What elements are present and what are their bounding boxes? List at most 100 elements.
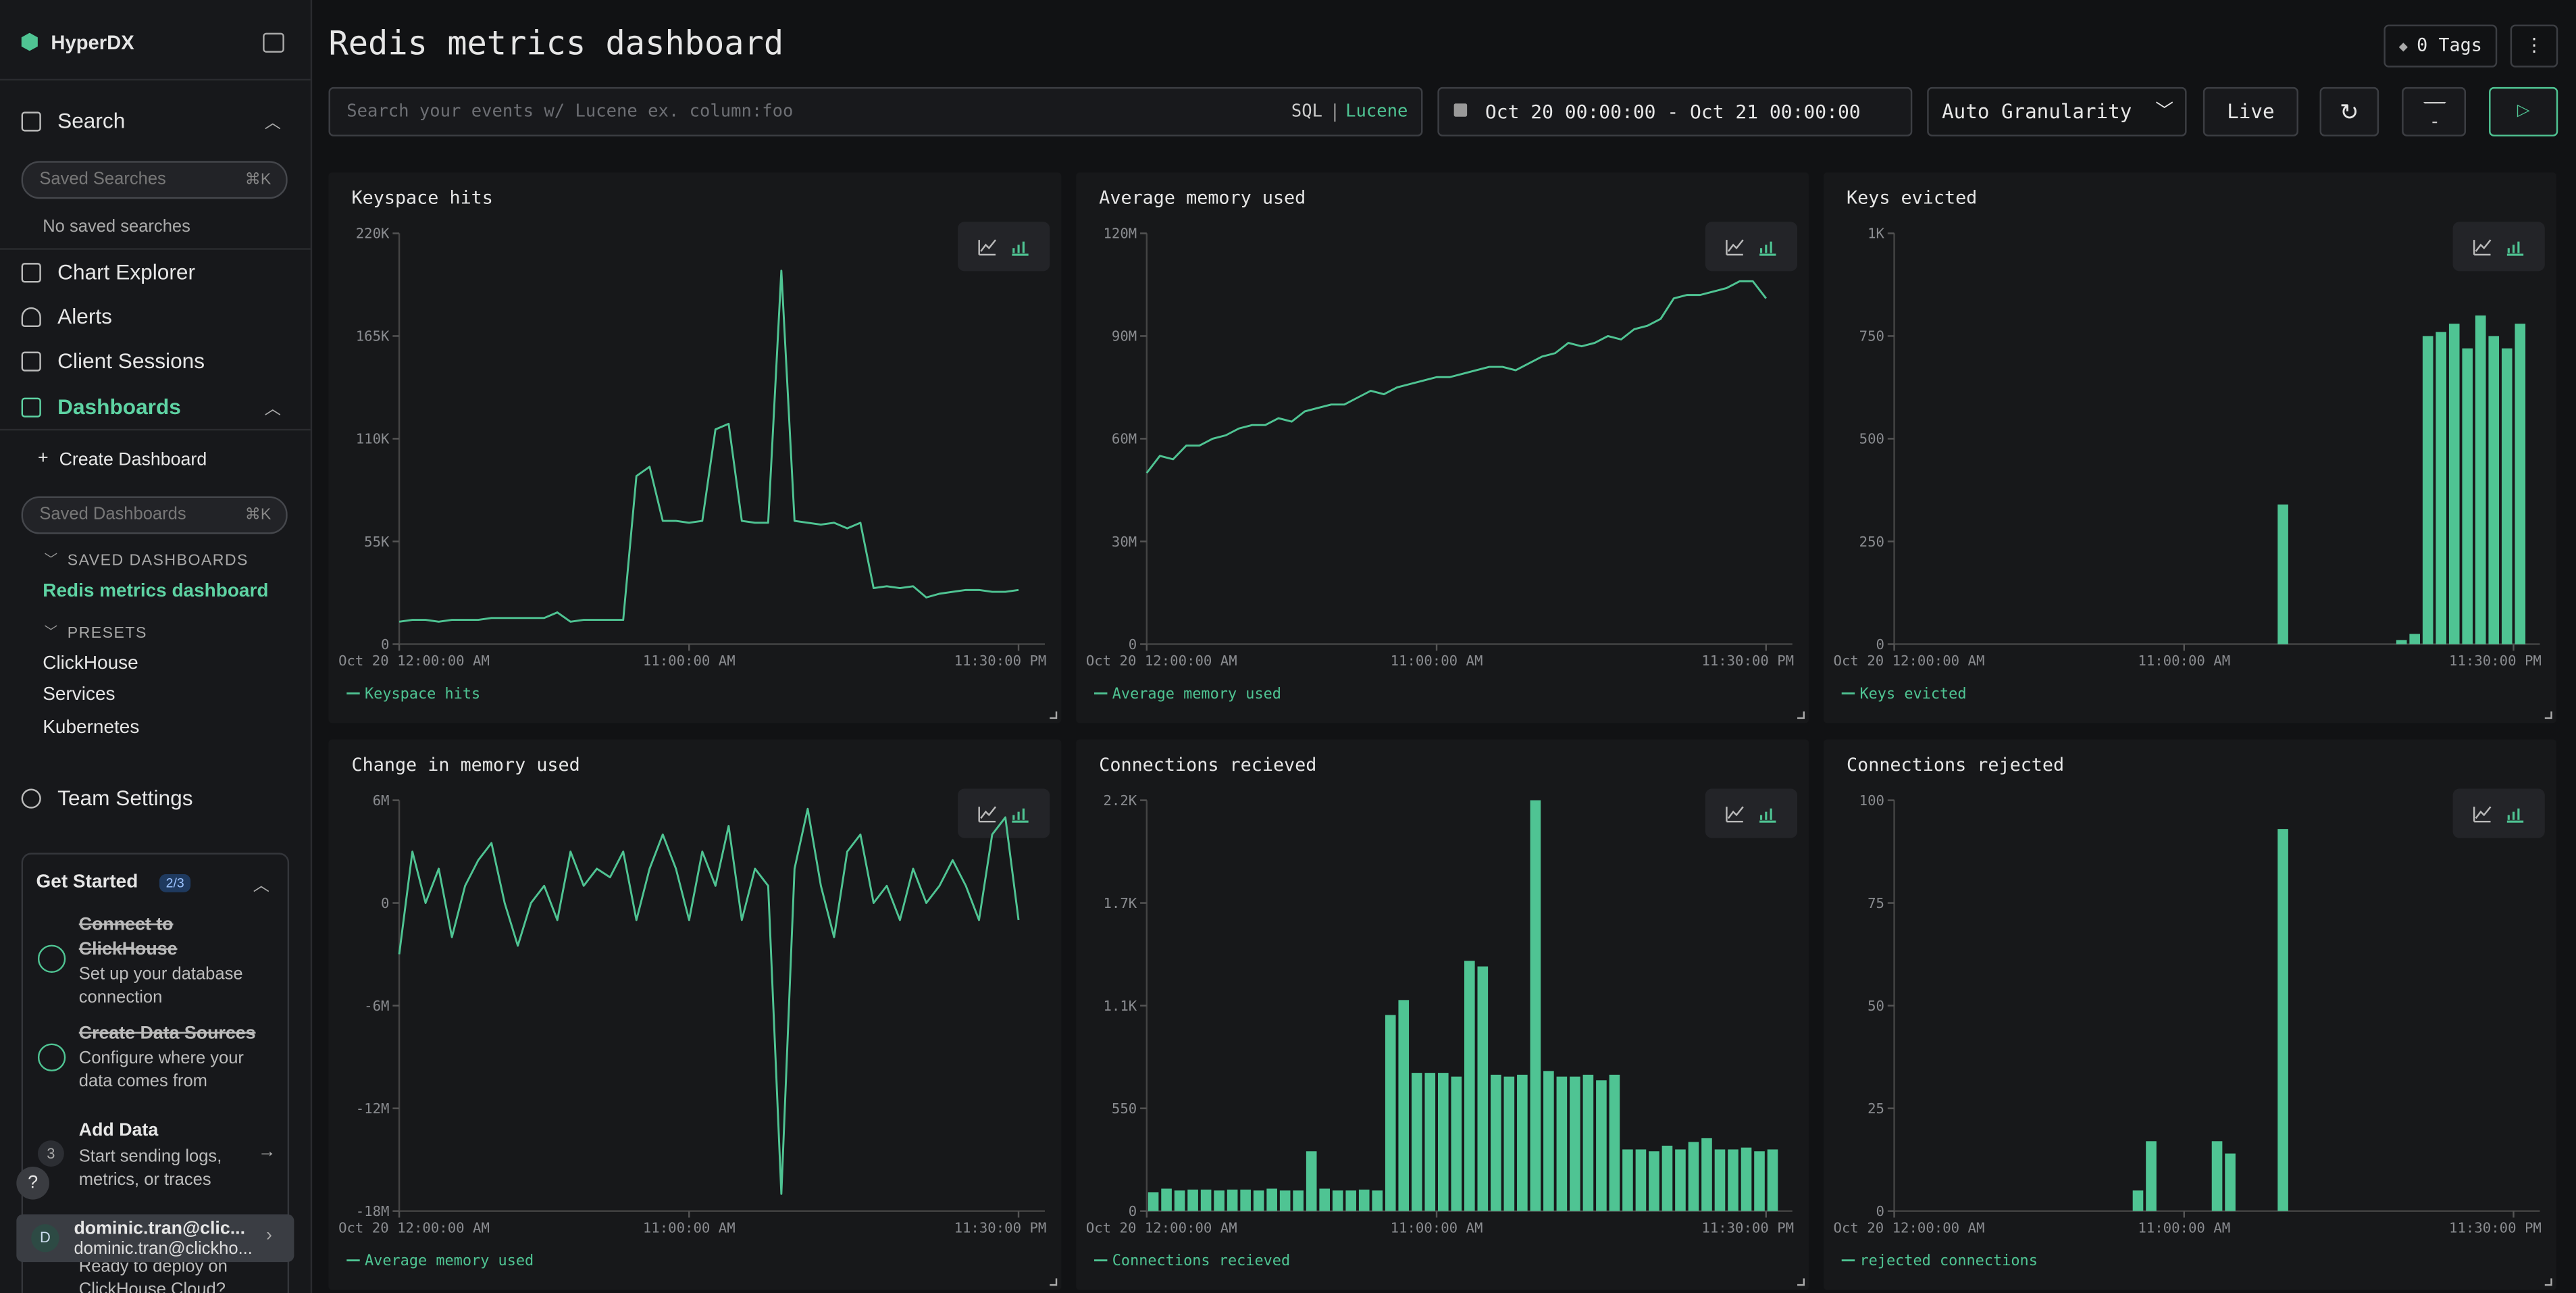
bar <box>1398 1000 1409 1211</box>
x-tick-label: Oct 20 12:00:00 AM <box>1086 1219 1237 1236</box>
bar <box>1266 1189 1277 1211</box>
bar <box>1530 801 1541 1211</box>
x-tick-label: Oct 20 12:00:00 AM <box>1086 653 1237 669</box>
x-tick-label: Oct 20 12:00:00 AM <box>1834 1219 1985 1236</box>
y-tick-label: 165K <box>356 328 390 345</box>
bar <box>1768 1149 1778 1211</box>
bar <box>1385 1015 1396 1211</box>
bar <box>1741 1148 1752 1211</box>
chart-type-toggle[interactable] <box>2453 789 2545 838</box>
bar <box>1306 1151 1317 1211</box>
y-tick-label: 30M <box>1112 534 1137 550</box>
bar <box>1649 1151 1659 1211</box>
bar <box>1175 1190 1185 1211</box>
bar <box>1504 1077 1515 1211</box>
bar <box>1689 1142 1699 1211</box>
chart-type-toggle[interactable] <box>2453 222 2545 271</box>
legend-label: Keyspace hits <box>365 686 480 703</box>
chart-title: Connections rejected <box>1847 755 2064 776</box>
legend-label: Keys evicted <box>1859 686 1966 703</box>
y-tick-label: 220K <box>356 226 390 242</box>
x-tick-label: 11:30:00 PM <box>954 653 1047 669</box>
y-tick-label: 110K <box>356 431 390 447</box>
bar <box>1372 1190 1383 1211</box>
bar <box>2423 336 2433 644</box>
bar <box>1201 1190 1212 1211</box>
bar <box>1754 1151 1765 1211</box>
chart-type-toggle[interactable] <box>1705 789 1797 838</box>
x-tick-label: Oct 20 12:00:00 AM <box>338 1219 490 1236</box>
bar <box>1424 1073 1435 1211</box>
bar <box>1701 1138 1712 1211</box>
bar <box>1596 1080 1607 1211</box>
panel <box>328 740 1061 1290</box>
bar <box>1543 1071 1554 1211</box>
legend-label: Average memory used <box>365 1252 534 1269</box>
bar <box>1214 1190 1225 1211</box>
bar <box>1359 1190 1370 1211</box>
bar <box>1438 1073 1449 1211</box>
x-tick-label: 11:30:00 PM <box>1701 653 1794 669</box>
chart-title: Keyspace hits <box>352 188 493 209</box>
legend-label: rejected connections <box>1859 1252 2037 1269</box>
bar <box>2515 324 2525 644</box>
bar <box>1333 1190 1343 1211</box>
bar <box>1675 1149 1686 1211</box>
x-tick-label: 11:30:00 PM <box>954 1219 1047 1236</box>
chart-title: Connections recieved <box>1099 755 1316 776</box>
y-tick-label: 90M <box>1112 328 1137 345</box>
y-tick-label: -18M <box>356 1203 390 1219</box>
y-tick-label: 0 <box>1129 1203 1137 1219</box>
chart-type-toggle[interactable] <box>1705 222 1797 271</box>
bar <box>1557 1077 1568 1211</box>
bar <box>1161 1189 1172 1211</box>
bar <box>2475 315 2486 644</box>
bar <box>2277 505 2288 644</box>
bar <box>1570 1077 1580 1211</box>
y-tick-label: 2.2K <box>1103 792 1137 809</box>
bar <box>1636 1149 1647 1211</box>
bar <box>2502 349 2513 644</box>
chart-type-toggle[interactable] <box>958 222 1050 271</box>
x-tick-label: 11:00:00 AM <box>1391 1219 1483 1236</box>
bar <box>1715 1149 1726 1211</box>
bar <box>2462 349 2473 644</box>
bar <box>1728 1149 1738 1211</box>
chart-title: Average memory used <box>1099 188 1306 209</box>
bar <box>2212 1141 2223 1211</box>
y-tick-label: 1.7K <box>1103 895 1137 911</box>
bar <box>1148 1192 1159 1211</box>
bar <box>2396 640 2407 644</box>
y-tick-label: 0 <box>381 636 389 653</box>
panel <box>328 172 1061 723</box>
y-tick-label: 1.1K <box>1103 998 1137 1014</box>
bar <box>2225 1154 2236 1211</box>
y-tick-label: -6M <box>364 998 389 1014</box>
y-tick-label: 550 <box>1112 1100 1137 1117</box>
x-tick-label: 11:00:00 AM <box>643 653 736 669</box>
y-tick-label: 55K <box>364 534 390 550</box>
bar <box>1227 1190 1238 1211</box>
bar <box>2277 829 2288 1211</box>
bar <box>2488 336 2499 644</box>
bar <box>1491 1075 1501 1211</box>
bar <box>2133 1190 2144 1211</box>
chart-type-toggle[interactable] <box>958 789 1050 838</box>
bar <box>2449 324 2460 644</box>
y-tick-label: 120M <box>1103 226 1137 242</box>
y-tick-label: 50 <box>1867 998 1884 1014</box>
bar <box>1609 1075 1620 1211</box>
panel <box>1824 740 2556 1290</box>
bar <box>1240 1190 1251 1211</box>
bar <box>1451 1077 1462 1211</box>
y-tick-label: 500 <box>1859 431 1884 447</box>
x-tick-label: Oct 20 12:00:00 AM <box>1834 653 1985 669</box>
bar <box>1412 1073 1422 1211</box>
x-tick-label: Oct 20 12:00:00 AM <box>338 653 490 669</box>
x-tick-label: 11:00:00 AM <box>1391 653 1483 669</box>
panel <box>1076 172 1809 723</box>
y-tick-label: 1K <box>1867 226 1884 242</box>
